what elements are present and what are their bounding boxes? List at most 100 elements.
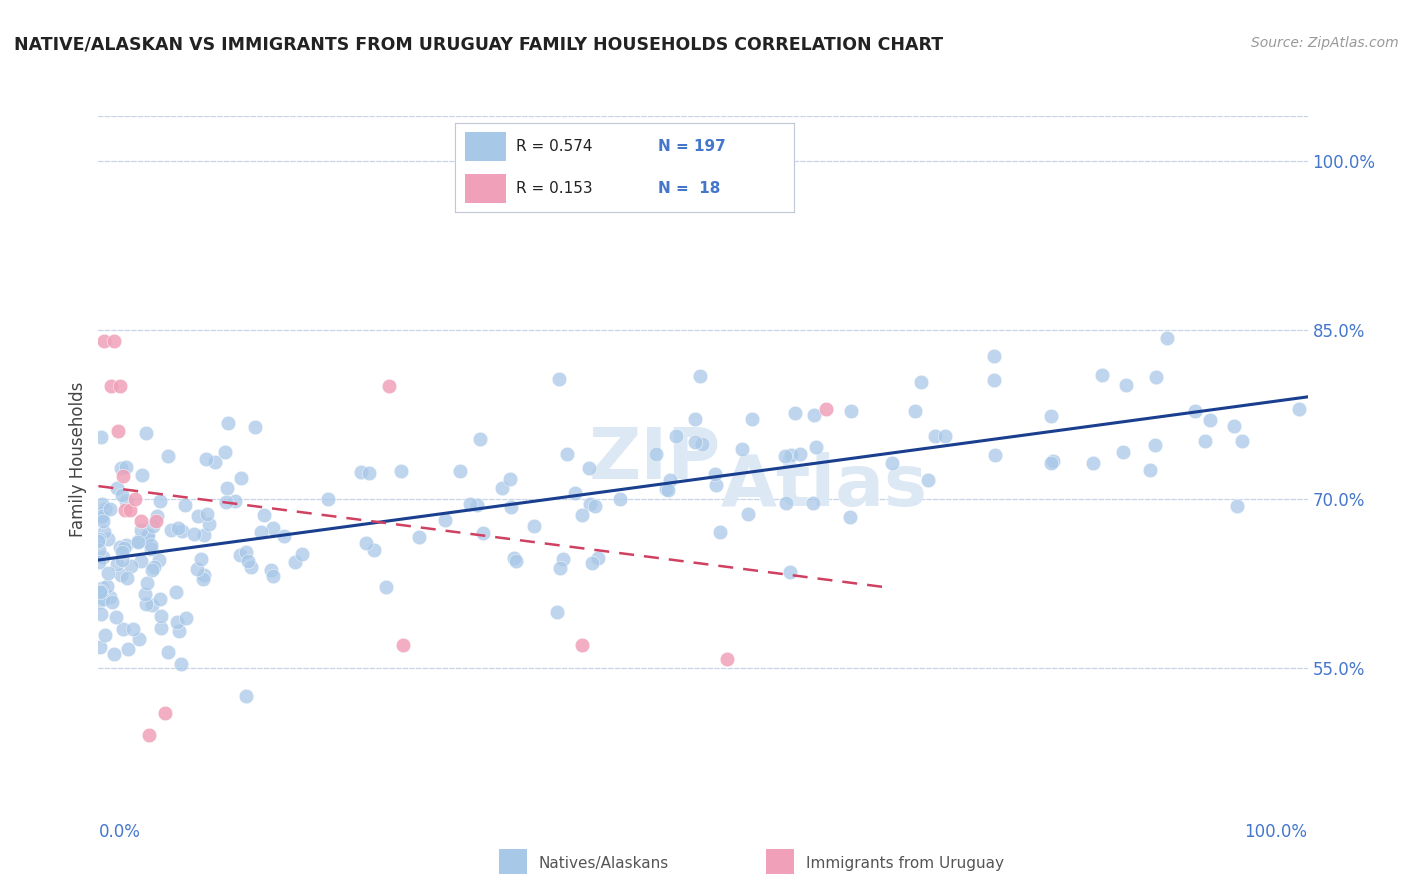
Point	[502, 551, 524, 566]
Point	[1144, 370, 1167, 384]
Point	[93, 514, 115, 528]
Point	[645, 447, 668, 461]
Point	[262, 521, 284, 535]
Point	[1112, 445, 1135, 459]
Point	[115, 539, 138, 553]
FancyBboxPatch shape	[465, 132, 506, 161]
Point	[111, 545, 134, 559]
Text: R = 0.574: R = 0.574	[516, 139, 592, 154]
Point	[142, 519, 165, 533]
Point	[983, 449, 1005, 463]
Point	[785, 406, 807, 420]
Point	[1040, 409, 1063, 423]
Point	[165, 585, 187, 599]
Point	[273, 529, 295, 543]
Point	[97, 566, 120, 580]
Point	[170, 657, 193, 672]
Point	[741, 412, 763, 426]
Point	[983, 373, 1005, 387]
Point	[709, 524, 731, 539]
Point	[156, 450, 179, 464]
Point	[145, 514, 167, 528]
Point	[235, 689, 257, 703]
Text: Natives/Alaskans: Natives/Alaskans	[538, 856, 669, 871]
Point	[174, 611, 197, 625]
Point	[284, 555, 307, 569]
Point	[737, 507, 759, 521]
Point	[166, 615, 188, 629]
Point	[917, 473, 939, 487]
Point	[124, 491, 146, 506]
Point	[657, 483, 679, 497]
Point	[174, 499, 197, 513]
Text: 100.0%: 100.0%	[1244, 823, 1308, 841]
Point	[100, 379, 122, 393]
Point	[579, 497, 602, 511]
Point	[143, 560, 166, 574]
Point	[141, 564, 163, 578]
Point	[775, 496, 797, 510]
Point	[89, 532, 111, 546]
Point	[704, 467, 727, 481]
Point	[98, 590, 121, 604]
Point	[138, 528, 160, 542]
Point	[139, 538, 162, 552]
Point	[690, 436, 713, 450]
Point	[1090, 368, 1112, 383]
Point	[195, 507, 218, 521]
Point	[433, 513, 456, 527]
Point	[204, 455, 226, 469]
Point	[1223, 419, 1246, 434]
Point	[127, 534, 149, 549]
Point	[924, 429, 946, 443]
Point	[910, 376, 932, 390]
Point	[586, 551, 609, 566]
Point	[110, 461, 132, 475]
Point	[115, 571, 138, 585]
Point	[156, 645, 179, 659]
Point	[578, 461, 600, 475]
Point	[89, 585, 111, 599]
Point	[127, 534, 149, 549]
Point	[665, 429, 688, 443]
Point	[187, 509, 209, 524]
Point	[120, 559, 142, 574]
Point	[103, 647, 125, 661]
Point	[229, 548, 252, 562]
Point	[115, 494, 138, 508]
Point	[91, 591, 114, 606]
Point	[215, 495, 238, 509]
Point	[934, 429, 956, 443]
Point	[197, 516, 219, 531]
Point	[90, 430, 112, 444]
Text: N = 197: N = 197	[658, 139, 725, 154]
Text: 0.0%: 0.0%	[98, 823, 141, 841]
Point	[149, 591, 172, 606]
Point	[683, 434, 706, 449]
Point	[134, 586, 156, 600]
Point	[839, 509, 862, 524]
Point	[1156, 331, 1178, 345]
Point	[110, 567, 132, 582]
Point	[491, 482, 513, 496]
Point	[91, 497, 114, 511]
Point	[470, 432, 492, 446]
Point	[97, 532, 120, 546]
Point	[195, 451, 218, 466]
Point	[1288, 402, 1310, 417]
Point	[1143, 438, 1166, 452]
Point	[101, 595, 124, 609]
Point	[112, 541, 135, 556]
Point	[839, 403, 862, 417]
Point	[775, 449, 797, 463]
Point	[150, 621, 173, 635]
Point	[150, 608, 173, 623]
Point	[316, 491, 339, 506]
Point	[546, 605, 568, 619]
Point	[557, 447, 579, 461]
Point	[128, 632, 150, 646]
Point	[215, 481, 238, 495]
Point	[186, 562, 208, 576]
Point	[253, 508, 276, 522]
Point	[465, 498, 488, 512]
